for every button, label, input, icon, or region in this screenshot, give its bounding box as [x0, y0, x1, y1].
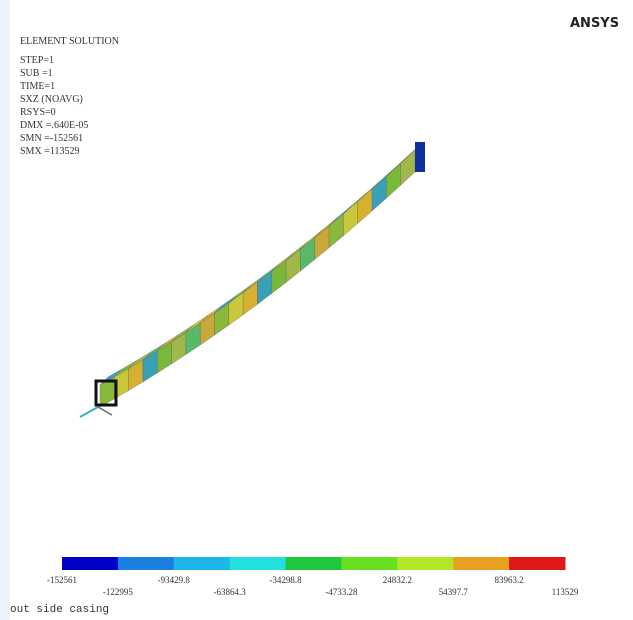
legend-band — [341, 557, 397, 570]
screen: ANSYS out side casing ELEMENT SOLUTION ST… — [0, 0, 633, 620]
legend-band — [286, 557, 342, 570]
legend-band — [230, 557, 286, 570]
legend-label: 113529 — [552, 587, 579, 597]
info-line: SXZ (NOAVG) — [20, 94, 83, 105]
edge-tint — [0, 0, 10, 620]
legend-band — [174, 557, 230, 570]
legend-band — [118, 557, 174, 570]
legend-band — [509, 557, 565, 570]
info-line: STEP=1 — [20, 55, 54, 66]
legend-label: -63864.3 — [214, 587, 247, 597]
legend-label: 24832.2 — [383, 575, 412, 585]
legend-label: -93429.8 — [158, 575, 191, 585]
legend-label: 83963.2 — [494, 575, 523, 585]
info-line: SMN =-152561 — [20, 133, 83, 144]
legend-band — [453, 557, 509, 570]
legend-label: -34298.8 — [269, 575, 302, 585]
legend-label: -4733.28 — [325, 587, 358, 597]
info-line: TIME=1 — [20, 81, 55, 92]
info-line: DMX =.640E-05 — [20, 120, 88, 131]
info-line: SUB =1 — [20, 68, 53, 79]
brand: ANSYS — [570, 16, 619, 31]
info-line: ELEMENT SOLUTION — [20, 36, 119, 47]
legend-label: -122995 — [103, 587, 133, 597]
info-line: RSYS=0 — [20, 107, 56, 118]
caption: out side casing — [10, 604, 109, 616]
beam-end — [415, 142, 425, 172]
legend-label: 54397.7 — [439, 587, 469, 597]
legend-band — [62, 557, 118, 570]
background — [0, 0, 633, 620]
legend-label: -152561 — [47, 575, 77, 585]
legend-band — [397, 557, 453, 570]
info-line: SMX =113529 — [20, 146, 79, 157]
